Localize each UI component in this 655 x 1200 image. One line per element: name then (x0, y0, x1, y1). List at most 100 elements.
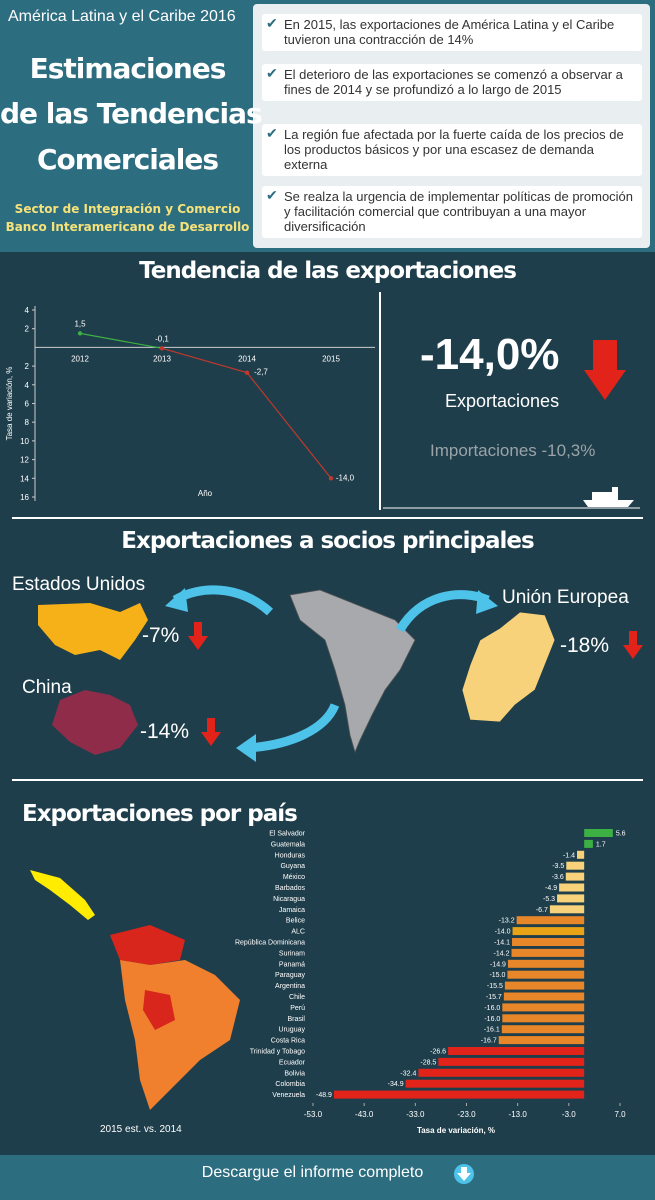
line-segment (246, 372, 332, 479)
bar (512, 927, 585, 936)
headline: -14,0% (420, 330, 560, 379)
org-line: Sector de Integración y Comercio (14, 202, 241, 216)
bar (516, 916, 585, 925)
download-text[interactable]: Descargue el informe completo (201, 1164, 424, 1181)
usa-map (38, 603, 148, 660)
category-label: Panamá (279, 961, 305, 968)
bar (333, 1090, 585, 1099)
data-label: -14.2 (494, 950, 510, 957)
bar (405, 1079, 585, 1088)
data-label: -5.3 (543, 896, 555, 903)
x-tick-label: -33.0 (406, 1110, 425, 1119)
title-line: de las Tendencias (0, 97, 263, 130)
point (328, 476, 334, 481)
org-line: Banco Interamericano de Desarrollo (5, 220, 250, 234)
category-label: Brasil (287, 1016, 305, 1023)
data-label: -14.9 (490, 961, 506, 968)
category-label: República Dominicana (235, 940, 305, 947)
data-label: -3.5 (552, 863, 564, 870)
europe-map (461, 611, 556, 723)
data-label: -2,7 (254, 368, 268, 377)
data-label: -15.5 (487, 983, 503, 990)
partner-name: China (22, 677, 72, 698)
imports-note: Importaciones -10,3% (430, 441, 596, 460)
bar (549, 905, 585, 914)
flow-arrow (247, 703, 340, 753)
data-label: -28.5 (420, 1059, 436, 1066)
category-label: El Salvador (269, 831, 305, 838)
bar (584, 829, 613, 837)
category-label: Jamaica (279, 907, 305, 914)
bar (507, 970, 585, 979)
bar (511, 948, 585, 957)
flow-arrow-head (476, 590, 498, 614)
bar (502, 1003, 585, 1012)
bar (565, 872, 585, 881)
data-label: -34.9 (388, 1081, 404, 1088)
bar (504, 981, 585, 990)
data-label: -16.0 (484, 1016, 500, 1023)
data-label: -16.0 (484, 1005, 500, 1012)
bar (502, 1014, 585, 1023)
kicker: América Latina y el Caribe 2016 (8, 8, 236, 25)
map-caption: 2015 est. vs. 2014 (100, 1124, 182, 1135)
data-label: -14.1 (494, 940, 510, 947)
bar (418, 1068, 585, 1077)
bullet: El deterioro de las exportaciones se com… (262, 64, 642, 101)
category-label: México (283, 874, 305, 881)
y-tick-label: 12 (20, 456, 29, 465)
bar (559, 883, 585, 892)
x-tick-label: -13.0 (509, 1110, 528, 1119)
x-tick-label: -43.0 (355, 1110, 374, 1119)
flow-arrow (396, 590, 490, 633)
y-tick-label: 14 (20, 474, 29, 483)
category-label: Paraguay (275, 972, 305, 979)
data-label: -26.6 (430, 1049, 446, 1056)
section-title: Exportaciones por país (22, 801, 298, 827)
line-segment (161, 347, 248, 374)
bar (507, 959, 585, 968)
x-tick-label: -23.0 (457, 1110, 476, 1119)
section-title: Tendencia de las exportaciones (139, 258, 517, 284)
down-arrow (201, 718, 221, 746)
data-label: -14.0 (495, 929, 511, 936)
category-label: Chile (289, 994, 305, 1001)
bar (512, 938, 585, 946)
data-label: -48.9 (316, 1092, 332, 1099)
bar (498, 1036, 585, 1045)
x-tick-label: -53.0 (304, 1110, 323, 1119)
bullet: Se realza la urgencia de implementar pol… (262, 186, 642, 238)
south-america-map (120, 960, 240, 1110)
y-tick-label: 2 (25, 362, 30, 371)
data-label: 1.7 (596, 841, 606, 848)
data-label: -15.0 (489, 972, 505, 979)
data-label: -4.9 (545, 885, 557, 892)
bar (584, 839, 593, 848)
data-label: 5.6 (616, 831, 626, 838)
category-label: Venezuela (272, 1092, 305, 1099)
data-label: -3.6 (552, 874, 564, 881)
y-tick-label: 6 (25, 400, 30, 409)
x-tick-label: -3.0 (562, 1110, 576, 1119)
category-label: Honduras (275, 852, 306, 859)
y-axis-label: Tasa de variación, % (5, 367, 14, 441)
bar (448, 1047, 585, 1055)
down-arrow (584, 340, 626, 400)
partner-change: -14% (140, 720, 190, 743)
download-link[interactable]: Descargue el informe completo (0, 1164, 655, 1182)
x-tick-label: 2012 (71, 354, 89, 363)
category-label: Ecuador (279, 1059, 306, 1066)
title-line: Comerciales (36, 143, 219, 176)
down-arrow (188, 622, 208, 650)
data-label: -15.7 (486, 994, 502, 1001)
partner-change: -7% (142, 624, 180, 647)
line-segment (79, 332, 163, 349)
y-tick-label: 2 (25, 325, 30, 334)
partner-name: Estados Unidos (12, 574, 146, 595)
bullet: La región fue afectada por la fuerte caí… (262, 124, 642, 176)
data-label: -14,0 (336, 473, 355, 482)
y-tick-label: 4 (25, 306, 30, 315)
bar (503, 992, 585, 1001)
point (244, 370, 250, 375)
